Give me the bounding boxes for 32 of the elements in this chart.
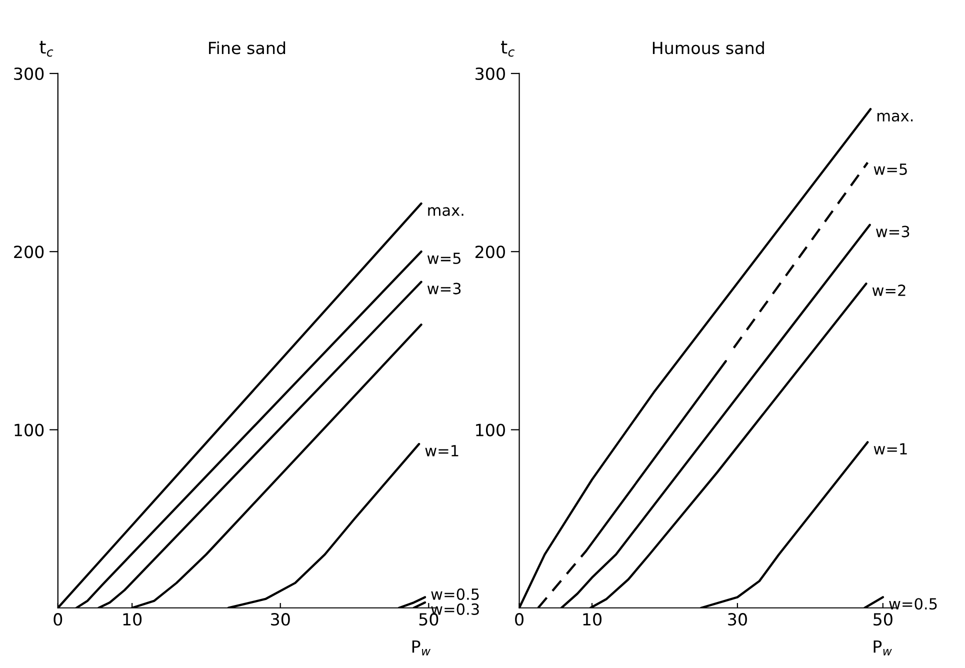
series-label: max. bbox=[877, 112, 913, 122]
x-tick-label: 10 bbox=[123, 613, 142, 626]
y-axis-title: t$_{c}$ bbox=[501, 40, 515, 57]
chart-title: Humous sand bbox=[652, 41, 764, 54]
series-label: w=5 bbox=[874, 164, 907, 175]
y-tick-label: 200 bbox=[14, 246, 44, 258]
series-label: w=3 bbox=[427, 282, 461, 294]
x-axis-title: P$_{w}$ bbox=[412, 640, 431, 656]
x-tick-label: 0 bbox=[515, 613, 524, 626]
y-tick-label: 300 bbox=[14, 67, 44, 80]
series-label: w=0.3 bbox=[431, 603, 479, 615]
series-label: w=1 bbox=[874, 443, 907, 454]
x-tick-label: 0 bbox=[54, 613, 62, 626]
x-tick-label: 10 bbox=[583, 613, 602, 626]
series-label: w=5 bbox=[427, 252, 460, 264]
y-tick-label: 100 bbox=[476, 424, 505, 436]
x-tick-label: 30 bbox=[728, 613, 747, 626]
y-tick-label: 100 bbox=[14, 424, 44, 436]
x-tick-label: 50 bbox=[419, 613, 438, 626]
y-tick-label: 300 bbox=[476, 67, 505, 80]
x-tick-label: 50 bbox=[874, 613, 892, 626]
series-label: w=0.5 bbox=[431, 588, 479, 600]
y-tick-label: 200 bbox=[475, 246, 505, 258]
series-label: w=1 bbox=[425, 445, 458, 456]
y-axis-title: t$_{c}$ bbox=[40, 40, 54, 57]
series-label: w=0.5 bbox=[889, 598, 937, 610]
series-label: w=2 bbox=[872, 284, 906, 296]
x-axis-title: P$_{w}$ bbox=[874, 640, 892, 656]
series-label: max. bbox=[428, 207, 464, 216]
chart-title: Fine sand bbox=[209, 41, 286, 54]
x-tick-label: 30 bbox=[271, 613, 290, 626]
series-label: w=3 bbox=[876, 226, 910, 238]
